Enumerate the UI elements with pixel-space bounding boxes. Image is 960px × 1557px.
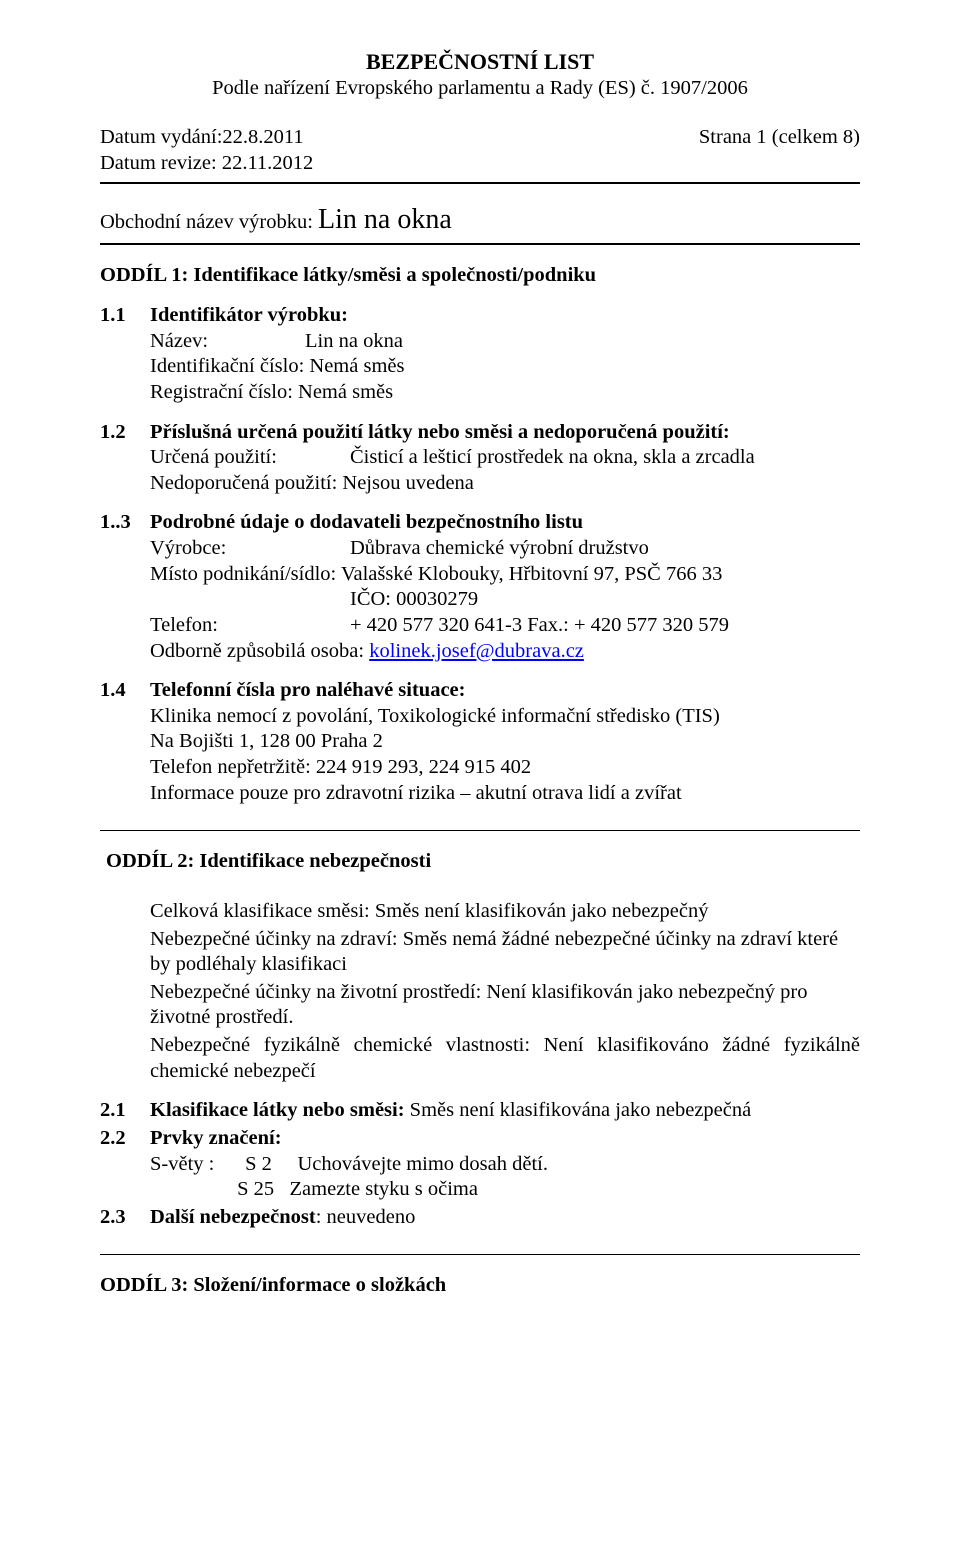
doc-title: BEZPEČNOSTNÍ LIST xyxy=(100,48,860,76)
contact-label: Odborně způsobilá osoba: xyxy=(150,640,369,662)
s-vety-line: S-věty : S 2 Uchovávejte mimo dosah dětí… xyxy=(150,1152,860,1178)
revision-date-value: 22.11.2012 xyxy=(222,152,314,174)
kv-key: Určená použití: xyxy=(150,445,350,471)
revision-date-label: Datum revize: xyxy=(100,152,222,174)
numbered-num: 1..3 xyxy=(100,510,136,664)
kv-key: Název: xyxy=(150,329,305,355)
s-vety-line: S 25 Zamezte styku s očima xyxy=(150,1177,860,1203)
section-1-3: 1..3 Podrobné údaje o dodavateli bezpečn… xyxy=(100,510,860,664)
subsection-title: Příslušná určená použití látky nebo směs… xyxy=(150,420,860,446)
section-1-2: 1.2 Příslušná určená použití látky nebo … xyxy=(100,420,860,497)
kv-value: + 420 577 320 641-3 Fax.: + 420 577 320 … xyxy=(350,613,860,639)
emergency-line: Klinika nemocí z povolání, Toxikologické… xyxy=(150,704,860,730)
numbered-num: 1.4 xyxy=(100,678,136,806)
product-name: Lin na okna xyxy=(318,204,452,235)
divider xyxy=(100,830,860,831)
product-label: Obchodní název výrobku: xyxy=(100,211,318,233)
contact-person: Odborně způsobilá osoba: kolinek.josef@d… xyxy=(150,639,860,665)
subsection-title: Telefonní čísla pro naléhavé situace: xyxy=(150,678,860,704)
issue-date-value: 22.8.2011 xyxy=(222,126,303,148)
subsection-title: Identifikátor výrobku: xyxy=(150,303,860,329)
s2-para: Nebezpečné účinky na zdraví: Směs nemá ž… xyxy=(150,927,860,978)
emergency-line: Na Bojišti 1, 128 00 Praha 2 xyxy=(150,729,860,755)
subsection-title: Další nebezpečnost xyxy=(150,1206,316,1228)
section-2-body: Celková klasifikace směsi: Směs není kla… xyxy=(100,899,860,1084)
numbered-num: 2.2 xyxy=(100,1126,136,1203)
kv-phone: Telefon: + 420 577 320 641-3 Fax.: + 420… xyxy=(150,613,860,639)
numbered-num: 1.2 xyxy=(100,420,136,497)
page-number: Strana 1 (celkem 8) xyxy=(699,125,860,176)
numbered-num: 2.3 xyxy=(100,1205,136,1231)
kv-name: Název: Lin na okna xyxy=(150,329,860,355)
s2-para: Nebezpečné účinky na životní prostředí: … xyxy=(150,980,860,1031)
s2-para: Nebezpečné fyzikálně chemické vlastnosti… xyxy=(150,1033,860,1084)
numbered-num: 2.1 xyxy=(100,1098,136,1124)
section-1-title: ODDÍL 1: Identifikace látky/směsi a spol… xyxy=(100,263,860,289)
subsection-rest: : neuvedeno xyxy=(316,1206,416,1228)
kv-key: Telefon: xyxy=(150,613,350,639)
numbered-body: Klasifikace látky nebo směsi: Směs není … xyxy=(150,1098,860,1124)
divider xyxy=(100,1254,860,1255)
meta-row: Datum vydání:22.8.2011 Datum revize: 22.… xyxy=(100,125,860,176)
numbered-body: Prvky značení: S-věty : S 2 Uchovávejte … xyxy=(150,1126,860,1203)
section-2-title: ODDÍL 2: Identifikace nebezpečnosti xyxy=(106,849,860,875)
doc-header: BEZPEČNOSTNÍ LIST Podle nařízení Evropsk… xyxy=(100,48,860,101)
section-1-1: 1.1 Identifikátor výrobku: Název: Lin na… xyxy=(100,303,860,406)
numbered-num: 1.1 xyxy=(100,303,136,406)
issue-date: Datum vydání:22.8.2011 xyxy=(100,125,313,151)
kv-manufacturer: Výrobce: Důbrava chemické výrobní družst… xyxy=(150,536,860,562)
doc-subtitle: Podle nařízení Evropského parlamentu a R… xyxy=(100,76,860,102)
numbered-body: Podrobné údaje o dodavateli bezpečnostní… xyxy=(150,510,860,664)
subsection-title: Klasifikace látky nebo směsi: xyxy=(150,1099,405,1121)
product-line: Obchodní název výrobku: Lin na okna xyxy=(100,202,860,237)
section-1-4: 1.4 Telefonní čísla pro naléhavé situace… xyxy=(100,678,860,806)
address-line: Místo podnikání/sídlo: Valašské Klobouky… xyxy=(150,562,860,588)
section-2-2: 2.2 Prvky značení: S-věty : S 2 Uchováve… xyxy=(100,1126,860,1203)
contact-email-link[interactable]: kolinek.josef@dubrava.cz xyxy=(369,640,584,662)
kv-value: Čisticí a lešticí prostředek na okna, sk… xyxy=(350,445,860,471)
divider xyxy=(100,243,860,245)
section-2-1: 2.1 Klasifikace látky nebo směsi: Směs n… xyxy=(100,1098,860,1124)
page: BEZPEČNOSTNÍ LIST Podle nařízení Evropsk… xyxy=(0,0,960,1557)
subsection-title: Podrobné údaje o dodavateli bezpečnostní… xyxy=(150,510,860,536)
ico-line: IČO: 00030279 xyxy=(150,587,860,613)
numbered-body: Telefonní čísla pro naléhavé situace: Kl… xyxy=(150,678,860,806)
subsection-title: Prvky značení: xyxy=(150,1126,860,1152)
issue-date-label: Datum vydání: xyxy=(100,126,222,148)
s2-para: Celková klasifikace směsi: Směs není kla… xyxy=(150,899,860,925)
emergency-line: Telefon nepřetržitě: 224 919 293, 224 91… xyxy=(150,755,860,781)
meta-left: Datum vydání:22.8.2011 Datum revize: 22.… xyxy=(100,125,313,176)
kv-value: Lin na okna xyxy=(305,329,860,355)
nedop-line: Nedoporučená použití: Nejsou uvedena xyxy=(150,471,860,497)
kv-value: Důbrava chemické výrobní družstvo xyxy=(350,536,860,562)
numbered-body: Identifikátor výrobku: Název: Lin na okn… xyxy=(150,303,860,406)
divider xyxy=(100,182,860,184)
kv-key: Výrobce: xyxy=(150,536,350,562)
section-3-title: ODDÍL 3: Složení/informace o složkách xyxy=(100,1273,860,1299)
subsection-rest: Směs není klasifikována jako nebezpečná xyxy=(405,1099,752,1121)
revision-date: Datum revize: 22.11.2012 xyxy=(100,151,313,177)
emergency-line: Informace pouze pro zdravotní rizika – a… xyxy=(150,781,860,807)
kv-usage: Určená použití: Čisticí a lešticí prostř… xyxy=(150,445,860,471)
numbered-body: Příslušná určená použití látky nebo směs… xyxy=(150,420,860,497)
section-2-3: 2.3 Další nebezpečnost: neuvedeno xyxy=(100,1205,860,1231)
reg-line: Registrační číslo: Nemá směs xyxy=(150,380,860,406)
numbered-body: Další nebezpečnost: neuvedeno xyxy=(150,1205,860,1231)
ident-line: Identifikační číslo: Nemá směs xyxy=(150,354,860,380)
